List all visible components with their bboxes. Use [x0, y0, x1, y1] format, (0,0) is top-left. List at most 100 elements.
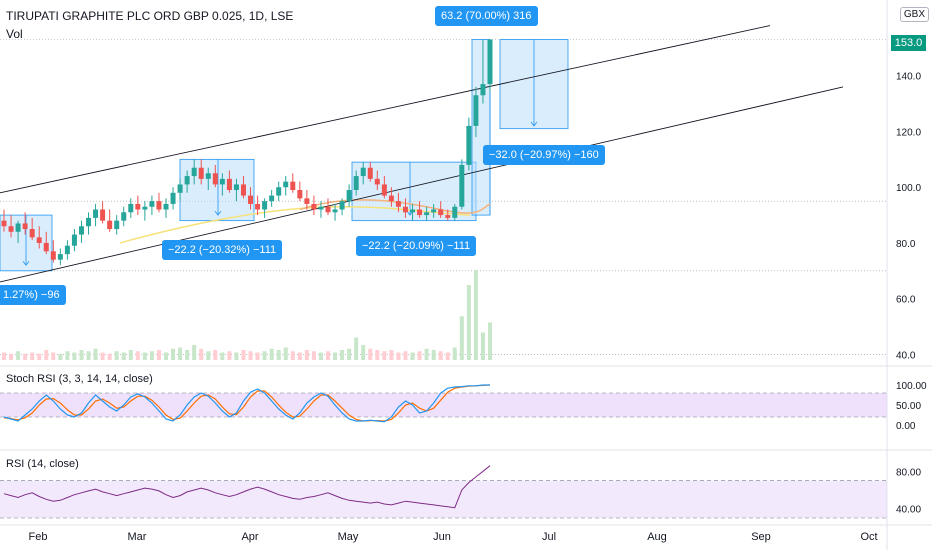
- rsi-band: [0, 480, 887, 518]
- volume-bar: [213, 350, 218, 360]
- candle-body: [367, 167, 373, 179]
- volume-bar: [178, 347, 183, 360]
- ma-line-orange: [299, 199, 491, 214]
- candle-body: [163, 203, 169, 210]
- candle-body: [402, 206, 408, 213]
- volume-label: Vol: [6, 27, 23, 41]
- candle-body: [71, 234, 77, 246]
- volume-bar: [58, 353, 63, 360]
- measure-label-drop-jun[interactable]: −32.0 (−20.97%) −160: [483, 145, 605, 165]
- candle-body: [177, 184, 183, 193]
- volume-bar: [438, 351, 443, 360]
- volume-bar: [135, 351, 140, 360]
- volume-bar: [417, 351, 422, 360]
- candle-body: [431, 209, 437, 213]
- volume-bar: [431, 350, 436, 360]
- measure-label-drop-jan[interactable]: 1.27%) −96: [0, 285, 66, 305]
- candle-body: [1, 220, 7, 227]
- candle-body: [93, 209, 99, 218]
- candle-body: [184, 176, 190, 185]
- volume-bar: [9, 353, 14, 360]
- volume-bar: [156, 350, 161, 360]
- symbol-title[interactable]: TIRUPATI GRAPHITE PLC ORD GBP 0.025, 1D,…: [6, 9, 294, 23]
- volume-bar: [79, 350, 84, 360]
- candle-body: [205, 173, 211, 179]
- candle-body: [346, 190, 352, 202]
- volume-bar: [192, 345, 197, 360]
- time-axis-label: Oct: [860, 531, 877, 543]
- candle-body: [353, 176, 359, 190]
- candle-body: [149, 201, 155, 207]
- volume-bar: [114, 351, 119, 360]
- measure-arrow-head: [22, 261, 30, 266]
- volume-bar: [368, 348, 373, 360]
- volume-bar: [100, 352, 105, 360]
- candle-body: [445, 215, 451, 218]
- candle-body: [452, 206, 458, 218]
- price-axis-label: 40.0: [896, 350, 916, 361]
- volume-bar: [86, 351, 91, 360]
- candle-body: [332, 209, 338, 213]
- measure-label-drop-may[interactable]: −22.2 (−20.09%) −111: [356, 236, 477, 256]
- candle-body: [318, 206, 324, 210]
- volume-bar: [241, 350, 246, 360]
- volume-bar: [171, 348, 176, 360]
- volume-bar: [473, 270, 478, 360]
- candle-body: [64, 245, 70, 255]
- measure-label-rally[interactable]: 63.2 (70.00%) 316: [435, 6, 538, 26]
- rsi-label[interactable]: RSI (14, close): [6, 458, 79, 470]
- candle-body: [142, 206, 148, 210]
- volume-bar: [410, 352, 415, 360]
- volume-bar: [396, 352, 401, 360]
- candle-body: [339, 201, 345, 210]
- candle-body: [325, 206, 331, 213]
- volume-bar: [318, 352, 323, 360]
- candle-body: [276, 187, 282, 196]
- volume-bar: [361, 345, 366, 360]
- measure-arrow-head: [406, 210, 414, 216]
- volume-bar: [354, 337, 359, 360]
- time-axis-label: Feb: [29, 531, 48, 543]
- volume-bar: [283, 347, 288, 360]
- time-axis-label: Aug: [647, 531, 667, 543]
- candle-body: [424, 212, 430, 216]
- volume-bar: [276, 350, 281, 360]
- candle-body: [487, 39, 493, 85]
- candle-body: [100, 209, 106, 221]
- candle-body: [22, 223, 28, 230]
- time-axis-label: Apr: [241, 531, 258, 543]
- volume-bar: [459, 316, 464, 360]
- volume-bar: [72, 352, 77, 360]
- candle-body: [395, 201, 401, 207]
- candle-body: [466, 125, 472, 165]
- volume-bar: [16, 351, 21, 360]
- candle-body: [135, 203, 141, 210]
- candle-body: [156, 201, 162, 210]
- stoch-rsi-label[interactable]: Stoch RSI (3, 3, 14, 14, close): [6, 373, 153, 385]
- price-axis-label: 60.0: [896, 295, 916, 306]
- price-axis-label: 80.0: [896, 239, 916, 250]
- time-axis-label: Jul: [542, 531, 556, 543]
- volume-bar: [424, 348, 429, 360]
- candle-body: [191, 167, 197, 177]
- candle-body: [262, 201, 268, 210]
- candle-body: [29, 229, 35, 238]
- candle-body: [297, 190, 303, 199]
- volume-bar: [206, 351, 211, 360]
- volume-bar: [44, 350, 49, 360]
- candle-body: [57, 254, 63, 260]
- candle-body: [381, 184, 387, 196]
- candle-body: [107, 220, 113, 230]
- candle-body: [233, 184, 239, 190]
- rsi-line: [3, 465, 491, 509]
- volume-bar: [452, 347, 457, 360]
- volume-bar: [121, 352, 126, 360]
- currency-badge[interactable]: GBX: [899, 7, 929, 22]
- candle-body: [128, 203, 134, 213]
- channel-upper: [0, 25, 771, 194]
- measure-label-drop-mar[interactable]: −22.2 (−20.32%) −111: [162, 240, 283, 260]
- volume-bar: [480, 332, 485, 360]
- time-axis-label: May: [338, 531, 359, 543]
- volume-bar: [340, 350, 345, 360]
